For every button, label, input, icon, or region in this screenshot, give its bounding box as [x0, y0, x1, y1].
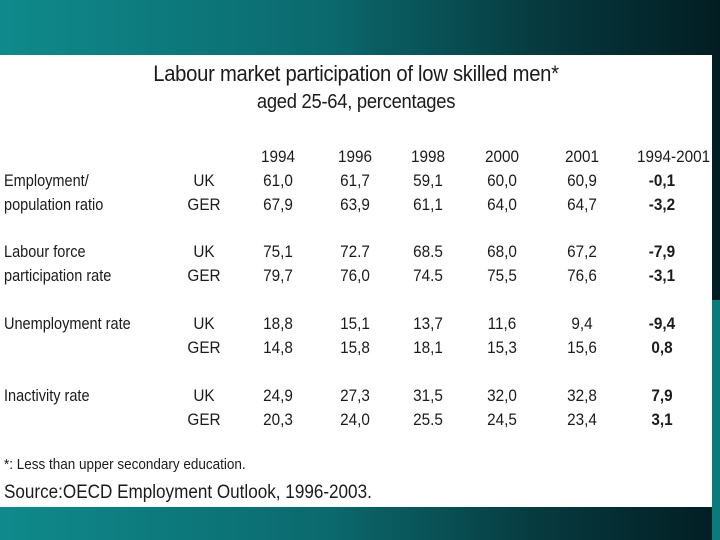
page-subtitle: aged 25-64, percentages — [256, 91, 456, 113]
table-cell-change: -3,1 — [648, 266, 676, 285]
decorative-band — [712, 300, 720, 540]
table-cell: 68,0 — [487, 242, 517, 261]
row-label: participation rate — [4, 267, 112, 285]
table-cell: 27,3 — [340, 386, 370, 405]
table-cell: 15,8 — [340, 338, 370, 357]
table-cell: 61,1 — [413, 195, 443, 214]
country-label: UK — [193, 386, 215, 405]
table-cell: 31,5 — [413, 386, 443, 405]
table-cell-change: -3,2 — [648, 195, 676, 214]
table-cell: 64,0 — [487, 195, 517, 214]
table-cell: 79,7 — [263, 266, 293, 285]
year-header: 1994-2001 — [637, 147, 711, 166]
country-label: UK — [193, 314, 215, 333]
table-cell-change: -7,9 — [648, 242, 676, 261]
row-label: Inactivity rate — [4, 387, 90, 405]
country-label: GER — [187, 266, 221, 285]
table-cell: 25.5 — [413, 410, 443, 429]
table-cell-change: -0,1 — [648, 171, 676, 190]
table-cell: 13,7 — [413, 314, 443, 333]
table-cell: 32,0 — [487, 386, 517, 405]
table-cell-change: 0,8 — [651, 338, 673, 357]
slide: Labour market participation of low skill… — [0, 55, 712, 507]
country-label: GER — [187, 195, 221, 214]
table-cell: 67,2 — [567, 242, 597, 261]
table-cell-change: 7,9 — [651, 386, 673, 405]
table-cell: 60,9 — [567, 171, 597, 190]
table-cell: 75,5 — [487, 266, 517, 285]
table-cell: 32,8 — [567, 386, 597, 405]
year-header: 1998 — [410, 147, 446, 166]
table-cell: 15,3 — [487, 338, 517, 357]
year-header: 1994 — [260, 147, 296, 166]
country-label: UK — [193, 171, 215, 190]
country-label: GER — [187, 410, 221, 429]
year-header: 2000 — [484, 147, 520, 166]
table-cell: 15,6 — [567, 338, 597, 357]
table-cell: 61,0 — [263, 171, 293, 190]
table-cell: 24,9 — [263, 386, 293, 405]
table-cell: 11,6 — [487, 314, 517, 333]
table-cell-change: 3,1 — [651, 410, 673, 429]
table-cell: 18,8 — [263, 314, 293, 333]
year-header: 1996 — [337, 147, 373, 166]
table-cell: 67,9 — [263, 195, 293, 214]
table-cell: 75,1 — [263, 242, 293, 261]
year-header: 2001 — [564, 147, 600, 166]
table-cell: 64,7 — [567, 195, 597, 214]
table-cell: 24,5 — [487, 410, 517, 429]
table-cell: 9,4 — [571, 314, 593, 333]
table-cell-change: -9,4 — [648, 314, 676, 333]
row-label: Employment/ — [4, 172, 89, 190]
table-cell: 76,0 — [340, 266, 370, 285]
table-cell: 23,4 — [567, 410, 597, 429]
table-cell: 61,7 — [340, 171, 370, 190]
table-cell: 68.5 — [413, 242, 443, 261]
country-label: UK — [193, 242, 215, 261]
source-note: Source:OECD Employment Outlook, 1996-200… — [4, 482, 372, 503]
row-label: population ratio — [4, 196, 104, 214]
table-cell: 63,9 — [340, 195, 370, 214]
table-cell: 74.5 — [413, 266, 443, 285]
table-cell: 18,1 — [413, 338, 443, 357]
country-label: GER — [187, 338, 221, 357]
row-label: Labour force — [4, 243, 86, 261]
table-cell: 76,6 — [567, 266, 597, 285]
table-cell: 15,1 — [340, 314, 370, 333]
page-title: Labour market participation of low skill… — [153, 61, 559, 86]
row-label: Unemployment rate — [4, 315, 131, 333]
table-cell: 24,0 — [340, 410, 370, 429]
footnote: *: Less than upper secondary education. — [4, 456, 246, 473]
table-cell: 14,8 — [263, 338, 293, 357]
table-cell: 60,0 — [487, 171, 517, 190]
table-cell: 59,1 — [413, 171, 443, 190]
table-cell: 72.7 — [340, 242, 370, 261]
table-cell: 20,3 — [263, 410, 293, 429]
